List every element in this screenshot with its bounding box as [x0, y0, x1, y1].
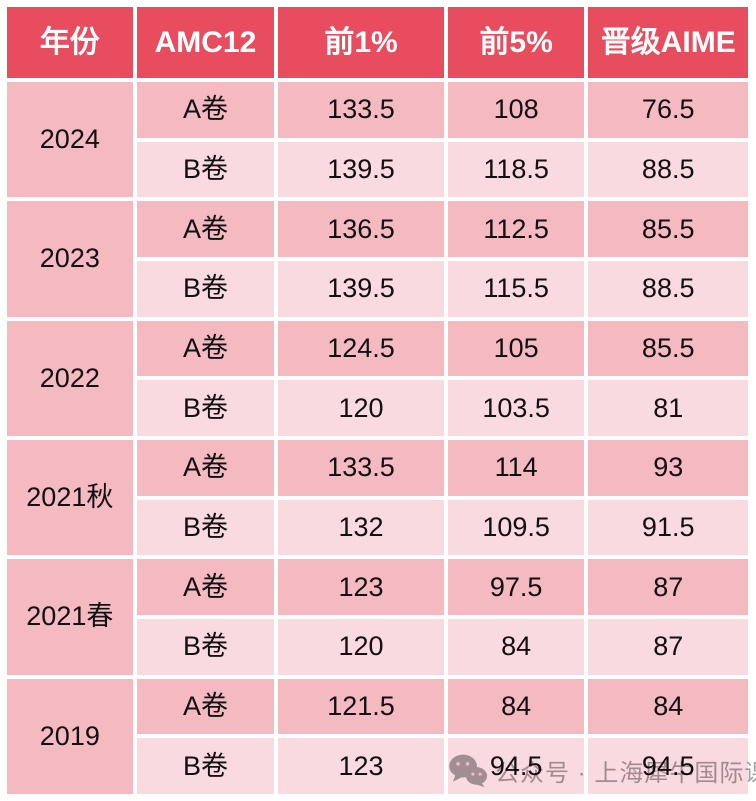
- column-header-aime: 晋级AIME: [588, 7, 748, 78]
- top5-cell: 109.5: [447, 499, 585, 556]
- aime-cell: 93: [588, 440, 748, 496]
- column-header-top1: 前1%: [278, 7, 444, 78]
- paper-cell: A卷: [136, 440, 275, 496]
- paper-cell: B卷: [136, 141, 275, 198]
- aime-cell: 87: [588, 559, 748, 615]
- top5-cell: 105: [447, 320, 585, 377]
- top5-cell: 94.5: [447, 738, 585, 794]
- aime-cell: 76.5: [588, 82, 748, 138]
- aime-cell: 85.5: [588, 201, 748, 257]
- paper-cell: B卷: [136, 738, 275, 794]
- year-cell: 2021春: [7, 559, 133, 675]
- top1-cell: 136.5: [278, 201, 444, 257]
- top1-cell: 120: [278, 619, 444, 675]
- year-cell: 2023: [7, 201, 133, 317]
- paper-cell: B卷: [136, 619, 275, 675]
- top5-cell: 112.5: [447, 201, 585, 257]
- top1-cell: 133.5: [278, 82, 444, 138]
- top5-cell: 115.5: [447, 261, 585, 317]
- top5-cell: 114: [447, 440, 585, 496]
- top1-cell: 123: [278, 738, 444, 794]
- aime-cell: 85.5: [588, 320, 748, 377]
- aime-cell: 81: [588, 380, 748, 436]
- aime-cell: 94.5: [588, 738, 748, 794]
- paper-cell: A卷: [136, 678, 275, 735]
- top5-cell: 118.5: [447, 141, 585, 198]
- column-header-year: 年份: [7, 7, 133, 78]
- paper-cell: B卷: [136, 380, 275, 436]
- aime-cell: 91.5: [588, 499, 748, 556]
- aime-cell: 84: [588, 678, 748, 735]
- aime-cell: 87: [588, 619, 748, 675]
- top1-cell: 139.5: [278, 141, 444, 198]
- paper-cell: A卷: [136, 559, 275, 615]
- paper-cell: B卷: [136, 499, 275, 556]
- aime-cell: 88.5: [588, 261, 748, 317]
- paper-cell: A卷: [136, 320, 275, 377]
- top5-cell: 108: [447, 82, 585, 138]
- top1-cell: 133.5: [278, 440, 444, 496]
- paper-cell: B卷: [136, 261, 275, 317]
- top5-cell: 84: [447, 678, 585, 735]
- year-cell: 2021秋: [7, 440, 133, 556]
- column-header-top5: 前5%: [447, 7, 585, 78]
- top1-cell: 132: [278, 499, 444, 556]
- paper-cell: A卷: [136, 82, 275, 138]
- year-cell: 2024: [7, 82, 133, 198]
- top5-cell: 103.5: [447, 380, 585, 436]
- top5-cell: 84: [447, 619, 585, 675]
- aime-cell: 88.5: [588, 141, 748, 198]
- top5-cell: 97.5: [447, 559, 585, 615]
- column-header-amc12: AMC12: [136, 7, 275, 78]
- year-cell: 2019: [7, 678, 133, 794]
- top1-cell: 123: [278, 559, 444, 615]
- top1-cell: 121.5: [278, 678, 444, 735]
- year-cell: 2022: [7, 320, 133, 436]
- top1-cell: 120: [278, 380, 444, 436]
- paper-cell: A卷: [136, 201, 275, 257]
- top1-cell: 139.5: [278, 261, 444, 317]
- top1-cell: 124.5: [278, 320, 444, 377]
